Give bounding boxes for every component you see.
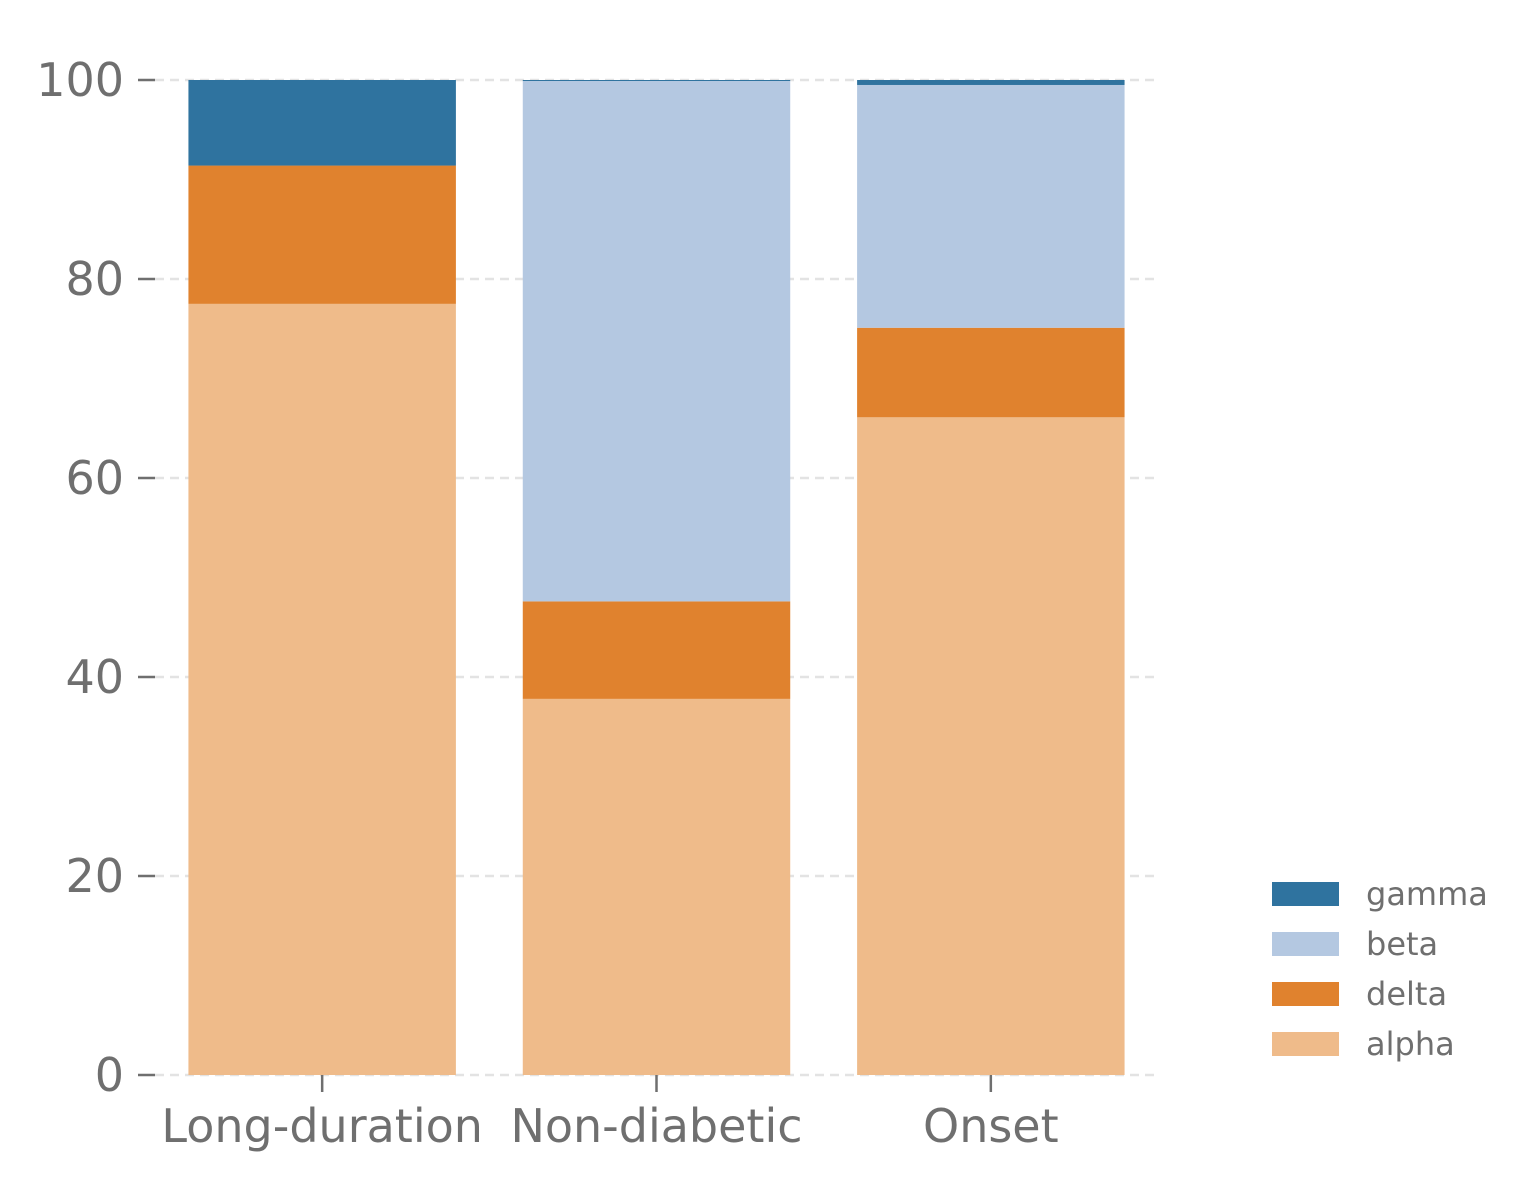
y-tick-label: 100 [36, 53, 124, 107]
bar-delta-long-duration [188, 165, 456, 304]
bars [188, 80, 1125, 1075]
legend-swatch [1272, 982, 1339, 1006]
bar-alpha-non-diabetic [522, 698, 791, 1075]
legend-label: delta [1366, 975, 1447, 1013]
y-tick-label: 40 [65, 650, 124, 704]
x-tick-label: Non-diabetic [510, 1099, 802, 1153]
bar-gamma-non-diabetic [522, 80, 791, 81]
bar-beta-non-diabetic [522, 80, 791, 602]
legend-label: gamma [1366, 875, 1488, 913]
y-tick-label: 60 [65, 451, 124, 505]
legend: gamma beta delta alpha [1272, 875, 1488, 1063]
legend-item-gamma: gamma [1272, 875, 1488, 913]
bar-gamma-long-duration [188, 80, 456, 166]
x-tick-label: Long-duration [161, 1099, 482, 1153]
bar-alpha-long-duration [188, 303, 456, 1075]
legend-label: alpha [1366, 1025, 1455, 1063]
bar-alpha-onset [857, 417, 1125, 1075]
x-axis: Long-duration Non-diabetic Onset [161, 1075, 1059, 1153]
legend-item-beta: beta [1272, 925, 1438, 963]
bar-delta-onset [857, 327, 1125, 418]
y-axis: 0 20 40 60 80 100 [36, 53, 155, 1102]
x-tick-label: Onset [923, 1099, 1059, 1153]
legend-label: beta [1366, 925, 1438, 963]
bar-gamma-onset [857, 80, 1125, 85]
legend-item-delta: delta [1272, 975, 1447, 1013]
y-tick-label: 0 [95, 1048, 124, 1102]
bar-delta-non-diabetic [522, 601, 791, 699]
bar-beta-onset [857, 84, 1125, 328]
y-tick-label: 20 [65, 849, 124, 903]
y-tick-label: 80 [65, 252, 124, 306]
legend-swatch [1272, 932, 1339, 956]
legend-swatch [1272, 882, 1339, 906]
legend-item-alpha: alpha [1272, 1025, 1455, 1063]
legend-swatch [1272, 1032, 1339, 1056]
